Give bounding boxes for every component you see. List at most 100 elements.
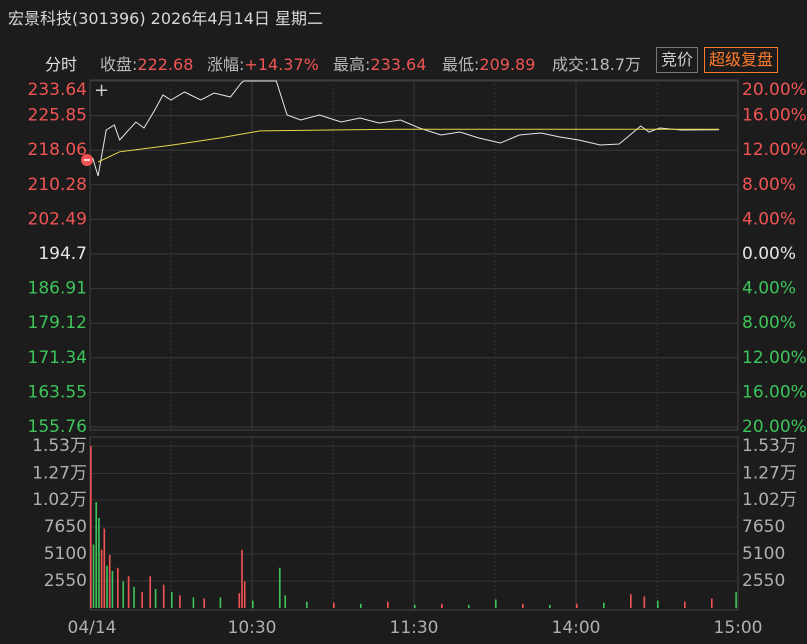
stat-label: 最高: [333,55,371,74]
volume-bar [203,598,206,608]
volume-bar [122,581,125,608]
y2-tick-label: 1.53万 [742,436,797,456]
y2-tick-label: 8.00% [742,175,796,195]
volume-bar [387,601,389,608]
volume-bar [154,588,157,608]
x-tick-label: 15:00 [714,618,763,638]
volume-bar [279,567,281,608]
stat-value: 209.89 [479,55,536,74]
y-tick-label: 218.06 [28,140,87,160]
volume-bar [284,595,287,608]
volume-bar [127,576,130,608]
volume-bar [103,528,106,608]
volume-bar [360,603,362,608]
button[interactable]: 超级复盘 [704,47,779,73]
volume-bar [117,567,119,608]
volume-bar [468,604,470,608]
volume-bar [92,544,95,608]
volume-bar [108,555,111,608]
y2-tick-label: 1.02万 [742,490,797,510]
volume-bar [111,570,114,608]
volume-bar [306,601,308,608]
title: 宏景科技(301396) 2026年4月14日 星期二 [8,9,323,28]
stat-value: +14.37% [244,55,319,74]
volume-bar [100,549,103,608]
price-line [92,80,720,177]
y-tick-label: 202.49 [28,209,87,229]
button[interactable]: 竞价 [656,47,699,73]
volume-bar [735,592,737,608]
x-tick-label: 14:00 [552,618,601,638]
y-tick-label: 5100 [44,544,87,564]
tab[interactable]: 分时 [45,55,78,74]
y2-tick-label: 1.27万 [742,464,797,484]
volume-bar [149,576,152,608]
volume-bar [162,584,165,608]
volume-bar [141,592,143,608]
y2-tick-label: 7650 [742,517,785,537]
y2-tick-label: 8.00% [742,313,796,333]
x-tick-label: 04/14 [68,618,117,638]
y-tick-label: 225.85 [28,106,87,126]
stat-value: 233.64 [370,55,427,74]
y-tick-label: 186.91 [28,279,87,299]
volume-bar [98,518,100,608]
stat: 收盘:222.68 [100,51,193,75]
volume-bar [95,502,98,608]
volume-bar [711,598,713,608]
volume-bar [333,602,335,608]
volume-bar [576,603,578,608]
y2-tick-label: 4.00% [742,279,796,299]
stat: 涨幅:+14.37% [207,51,319,75]
stat-value: 222.68 [137,55,194,74]
volume-bar [684,601,686,608]
y-tick-label: 171.34 [28,348,87,368]
y2-tick-label: 0.00% [742,244,796,264]
price-line [97,128,720,163]
y2-tick-label: 5100 [742,544,785,564]
crosshair-icon: + [94,80,109,101]
y-tick-label: 194.7 [38,244,87,264]
y2-tick-label: 16.00% [742,382,807,402]
volume-bar [241,549,243,608]
volume-bar [179,595,181,608]
y2-tick-label: 12.00% [742,348,807,368]
y-tick-label: 179.12 [28,313,87,333]
stat: 成交:18.7万 [552,51,641,75]
volume-bar [219,597,222,608]
stat-label: 涨幅: [207,55,245,74]
volume-bar [90,446,92,608]
y-tick-label: 2550 [44,571,87,591]
volume-bar [441,603,443,608]
y-tick-label: 210.28 [28,175,87,195]
volume-bar [252,600,254,608]
y2-tick-label: 2550 [742,571,785,591]
y2-tick-label: 20.00% [742,80,807,100]
volume-bar [238,593,241,608]
y2-tick-label: 4.00% [742,209,796,229]
volume-bar [643,596,646,608]
y2-tick-label: 16.00% [742,106,807,126]
x-tick-label: 11:30 [390,618,439,638]
y-tick-label: 1.02万 [32,490,87,510]
volume-bar [603,602,605,608]
x-tick-label: 10:30 [228,618,277,638]
volume-bar [657,600,659,608]
stat: 最高:233.64 [333,51,426,75]
volume-bar [243,581,246,608]
y-tick-label: 155.76 [28,417,87,437]
stat: 最低:209.89 [442,51,535,75]
volume-bar [495,599,497,608]
volume-bar [549,604,551,608]
y-tick-label: 163.55 [28,382,87,402]
volume-bar [522,603,524,608]
volume-bar [192,597,195,608]
volume-bar [630,594,632,608]
volume-bar [171,592,173,608]
y-tick-label: 1.27万 [32,464,87,484]
volume-bar [414,604,416,608]
stat-value: 18.7万 [589,55,642,74]
y2-tick-label: 12.00% [742,140,807,160]
